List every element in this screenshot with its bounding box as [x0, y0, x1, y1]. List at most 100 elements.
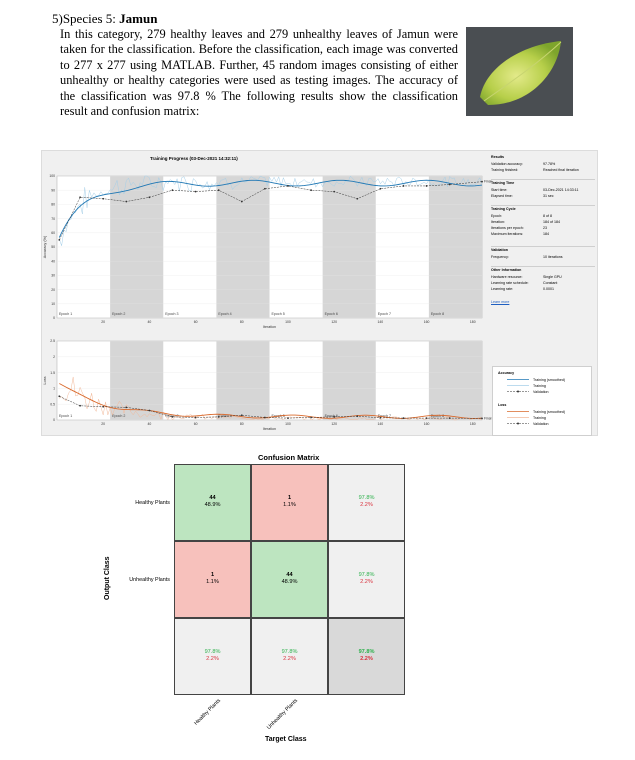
- legend-loss-training: Training: [533, 416, 546, 420]
- y-tick-label: 1.5: [50, 371, 55, 375]
- iteration-value: 184 of 184: [543, 220, 560, 224]
- cm-bad: 2.2%: [360, 656, 373, 662]
- x-tick-label: 180: [470, 320, 476, 324]
- epoch-label: Epoch 5: [272, 312, 285, 316]
- x-tick-label: 80: [240, 422, 244, 426]
- accuracy-validation-point: [79, 196, 81, 199]
- cm-cell-r1c0: 1 1.1%: [174, 541, 251, 618]
- y-tick-label: 0: [53, 316, 55, 320]
- start-time-value: 03-Dec-2021 14:33:11: [543, 188, 579, 192]
- legend-loss-smoothed: Training (smoothed): [533, 410, 566, 414]
- x-tick-label: 100: [285, 320, 291, 324]
- epoch-label: Epoch 4: [218, 414, 231, 418]
- y-tick-label: 2.5: [50, 339, 55, 343]
- accuracy-validation-point: [217, 189, 220, 192]
- elapsed-time-label: Elapsed time:: [491, 194, 513, 198]
- epoch-label: Epoch 2: [112, 312, 125, 316]
- accuracy-validation-point: [240, 200, 243, 203]
- loss-plot: Epoch 1 Epoch 2 Epoch 3 Epoch 4 Epoch 5 Epoch…: [43, 339, 492, 431]
- y-axis-label: Loss: [43, 376, 47, 384]
- epoch-label: Epoch 3: [165, 414, 178, 418]
- validation-accuracy-value: 97.78%: [543, 162, 556, 166]
- x-tick-label: 140: [378, 422, 384, 426]
- cm-bad: 2.2%: [283, 656, 296, 662]
- x-tick-label: 80: [240, 320, 244, 324]
- legend-acc-smoothed: Training (smoothed): [533, 378, 566, 382]
- training-time-header: Training Time: [491, 181, 515, 185]
- cm-col-summary-0: 97.8% 2.2%: [174, 618, 251, 695]
- iter-per-epoch-value: 23: [543, 226, 547, 230]
- lr-schedule-value: Constant: [543, 281, 558, 285]
- accuracy-validation-point: [287, 185, 289, 187]
- accuracy-validation-point: [310, 189, 312, 192]
- training-cycle-header: Training Cycle: [491, 207, 516, 211]
- accuracy-validation-point: [125, 200, 128, 203]
- legend-loss-validation-marker: [517, 422, 519, 425]
- x-tick-label: 20: [101, 422, 105, 426]
- loss-validation-point: [102, 405, 105, 408]
- jamun-leaf-photo: [466, 27, 573, 116]
- confusion-matrix-title: Confusion Matrix: [258, 453, 320, 462]
- cm-cell-r1c1: 44 48.9%: [251, 541, 328, 618]
- x-tick-label: 140: [378, 320, 384, 324]
- x-tick-label: 160: [424, 320, 430, 324]
- accuracy-validation-point: [194, 190, 197, 193]
- epoch-label: Epoch 7: [378, 312, 391, 316]
- cm-bad: 2.2%: [360, 502, 373, 508]
- accuracy-validation-point: [102, 197, 105, 200]
- training-finished-value: Reached final iteration: [543, 168, 579, 172]
- x-tick-label: 60: [194, 422, 198, 426]
- legend-loss-validation: Validation: [533, 422, 549, 426]
- cm-cell-r0c0: 44 48.9%: [174, 464, 251, 541]
- learn-more-link[interactable]: Learn more: [491, 300, 510, 304]
- section-number: 5)Species 5:: [52, 11, 120, 26]
- side-separator: [491, 266, 595, 267]
- cm-cell-r0c1: 1 1.1%: [251, 464, 328, 541]
- final-label: Final: [484, 180, 492, 184]
- y-tick-label: 100: [49, 174, 55, 178]
- accuracy-validation-point: [58, 239, 61, 241]
- y-tick-label: 10: [51, 302, 55, 306]
- accuracy-validation-point: [333, 190, 336, 193]
- training-progress-title: Training Progress (03-Dec-2021 14:32:11): [150, 156, 238, 161]
- epoch-label: Epoch 1: [59, 312, 72, 316]
- accuracy-validation-point: [171, 189, 174, 192]
- accuracy-validation-point: [148, 196, 151, 199]
- epoch-label: Epoch 1: [59, 414, 72, 418]
- accuracy-validation-point: [379, 187, 382, 190]
- y-tick-label: 50: [51, 245, 55, 249]
- max-iter-value: 184: [543, 232, 549, 236]
- y-axis-label: Accuracy (%): [43, 235, 47, 258]
- species-name: Jamun: [119, 11, 158, 26]
- loss-validation-point: [171, 415, 174, 418]
- loss-validation-point: [287, 417, 289, 420]
- epoch-label: Epoch 8: [431, 414, 444, 418]
- lr-schedule-label: Learning rate schedule:: [491, 281, 529, 285]
- loss-validation-point: [310, 416, 312, 419]
- cm-pct: 48.9%: [281, 579, 298, 585]
- legend-acc-validation-marker: [517, 390, 519, 393]
- other-info-header: Other Information: [491, 268, 522, 272]
- cm-row-label-healthy: Healthy Plants: [135, 500, 170, 506]
- loss-validation-point: [333, 415, 336, 418]
- cm-bad: 2.2%: [360, 579, 373, 585]
- y-tick-label: 20: [51, 288, 55, 292]
- epoch-label: Epoch 6: [325, 312, 338, 316]
- cm-count: 44: [286, 572, 293, 578]
- loss-validation-point: [379, 416, 382, 419]
- cm-pct: 48.9%: [204, 502, 221, 508]
- legend-acc-training: Training: [533, 384, 546, 388]
- cm-good: 97.8%: [358, 495, 375, 501]
- cm-count: 1: [287, 495, 292, 501]
- training-finished-label: Training finished:: [491, 168, 519, 172]
- results-header: Results: [491, 155, 504, 159]
- x-tick-label: 160: [424, 422, 430, 426]
- y-tick-label: 80: [51, 203, 55, 207]
- x-tick-label: 180: [470, 422, 476, 426]
- x-axis-label: Iteration: [263, 427, 276, 431]
- loss-validation-point: [79, 404, 81, 407]
- legend-acc-validation: Validation: [533, 390, 549, 394]
- loss-validation-point: [240, 414, 243, 417]
- accuracy-validation-point: [402, 185, 405, 187]
